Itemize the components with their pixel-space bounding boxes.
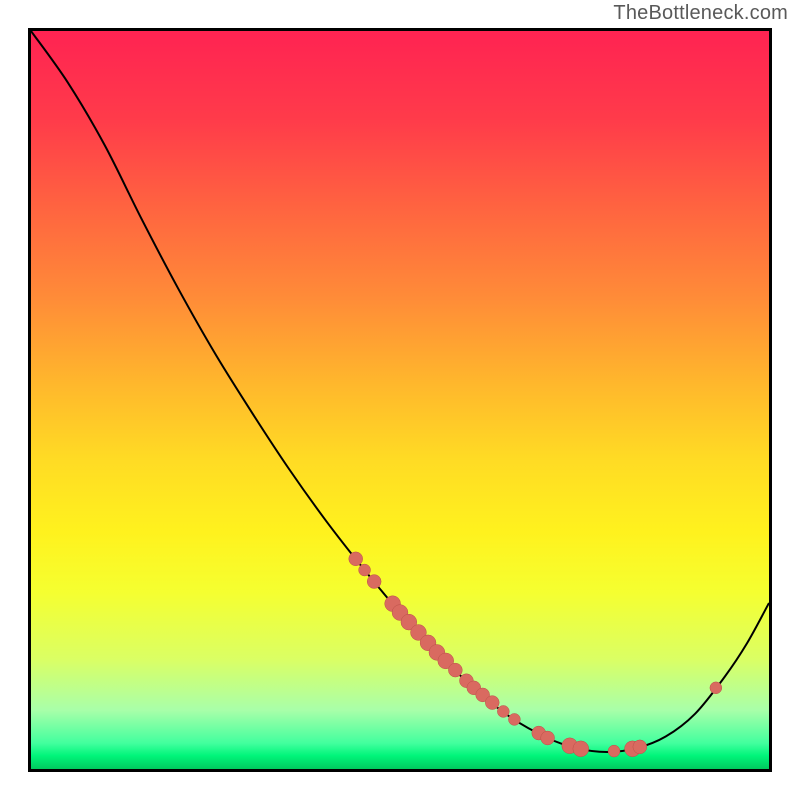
- data-marker: [541, 731, 555, 745]
- data-marker: [508, 713, 520, 725]
- data-marker: [359, 564, 371, 576]
- watermark-text: TheBottleneck.com: [613, 2, 788, 25]
- data-marker: [608, 745, 620, 757]
- data-marker: [497, 705, 509, 717]
- data-marker: [349, 552, 363, 566]
- data-marker: [633, 740, 647, 754]
- data-marker: [367, 575, 381, 589]
- data-marker: [710, 682, 722, 694]
- data-marker: [573, 741, 589, 757]
- plot-area: [28, 28, 772, 772]
- data-marker: [485, 696, 499, 710]
- chart-svg: [31, 31, 769, 769]
- data-marker: [448, 663, 462, 677]
